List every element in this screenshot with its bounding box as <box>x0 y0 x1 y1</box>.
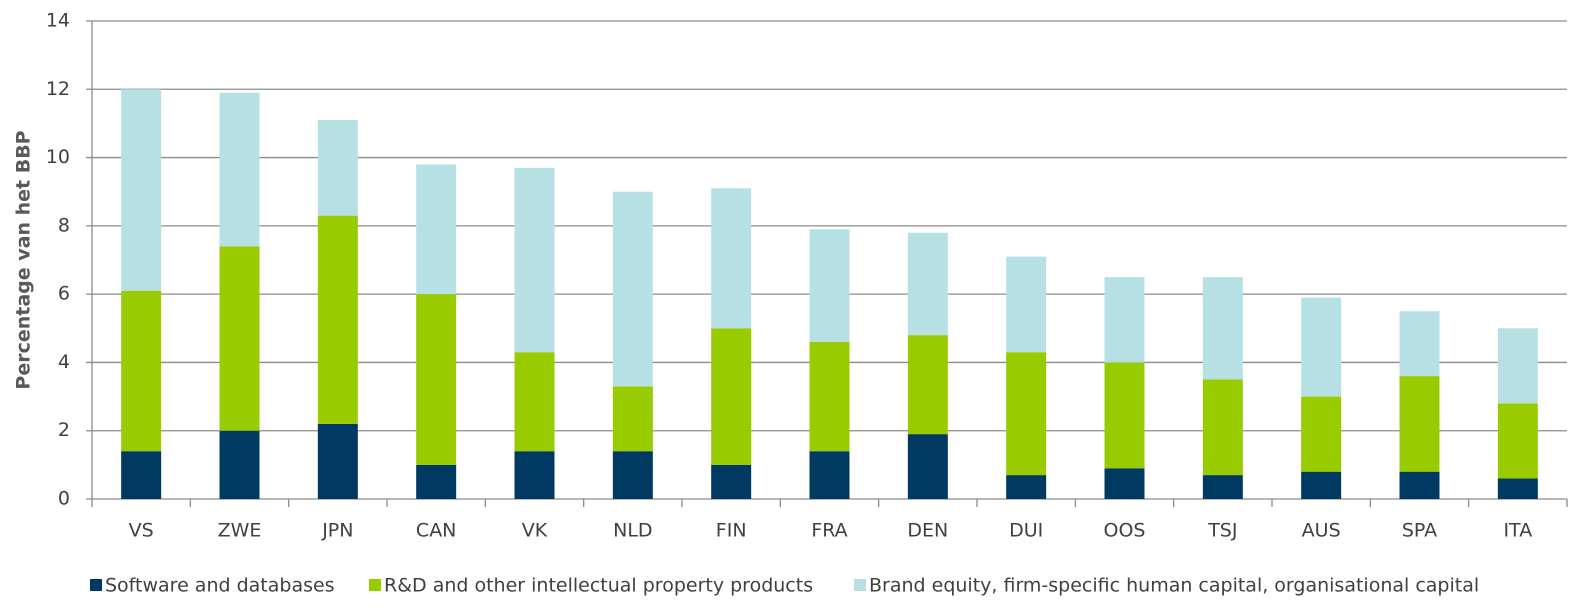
bar-segment <box>1399 311 1440 377</box>
x-tick-label: VK <box>522 520 548 542</box>
bar-segment <box>1202 379 1243 476</box>
bar-segment <box>1301 396 1342 472</box>
bar-segment <box>1006 256 1047 353</box>
x-tick-label: NLD <box>613 520 652 542</box>
bar-segment <box>711 188 752 329</box>
bar-segment <box>514 167 555 353</box>
bar-segment <box>1104 277 1145 363</box>
bar-segment <box>317 120 358 216</box>
bar-segment <box>1497 403 1538 479</box>
bar-segment <box>612 451 653 499</box>
bar-segment <box>711 328 752 465</box>
bar-segment <box>1301 471 1342 499</box>
bar-segment <box>317 215 358 424</box>
y-tick-label: 2 <box>58 419 70 441</box>
bar-segment <box>1202 277 1243 380</box>
bar-segment <box>514 451 555 499</box>
x-tick-label: DUI <box>1009 520 1043 542</box>
bar-segment <box>1104 362 1145 469</box>
y-tick-label: 4 <box>58 351 70 373</box>
bar-segment <box>1104 468 1145 499</box>
y-axis-label: Percentage van het BBP <box>13 130 35 389</box>
y-tick-label: 6 <box>58 283 70 305</box>
x-tick-label: SPA <box>1402 520 1437 542</box>
x-tick-label: ITA <box>1503 520 1532 542</box>
bar-segment <box>416 164 457 295</box>
bar-segment <box>809 451 850 499</box>
bar-segment <box>121 290 162 452</box>
bar-segment <box>1202 475 1243 499</box>
bar-segment <box>219 92 260 247</box>
x-tick-label: DEN <box>907 520 948 542</box>
y-tick-label: 0 <box>58 488 70 510</box>
x-tick-label: ZWE <box>218 520 262 542</box>
bar-segment <box>317 423 358 499</box>
y-tick-label: 12 <box>46 78 70 100</box>
bar-segment <box>1497 478 1538 499</box>
x-tick-label: CAN <box>416 520 456 542</box>
legend-swatch <box>369 579 381 591</box>
bar-segment <box>121 89 162 291</box>
bar-segment <box>416 464 457 499</box>
bar-segment <box>907 434 948 499</box>
legend-label: Software and databases <box>105 575 335 597</box>
bar-segment <box>907 335 948 435</box>
bar-segment <box>121 451 162 499</box>
bar-segment <box>1497 328 1538 404</box>
bar-segment <box>1399 376 1440 472</box>
x-tick-label: OOS <box>1104 520 1146 542</box>
x-tick-label: VS <box>129 520 154 542</box>
bar-segment <box>1301 297 1342 397</box>
bar-segment <box>1006 475 1047 499</box>
x-tick-label: TSJ <box>1207 520 1237 542</box>
bar-segment <box>514 352 555 452</box>
bar-segment <box>219 430 260 499</box>
bar-segment <box>612 191 653 387</box>
bar-segment <box>1399 471 1440 499</box>
y-tick-label: 8 <box>58 214 70 236</box>
x-tick-label: AUS <box>1302 520 1341 542</box>
x-tick-label: FIN <box>716 520 747 542</box>
bar-segment <box>219 246 260 431</box>
y-tick-label: 10 <box>46 146 70 168</box>
bar-segment <box>809 341 850 452</box>
bar-segment <box>416 294 457 465</box>
bar-segment <box>1006 352 1047 476</box>
legend-label: R&D and other intellectual property prod… <box>384 575 813 597</box>
legend-swatch <box>90 579 102 591</box>
bar-segment <box>711 464 752 499</box>
x-tick-label: JPN <box>321 520 353 542</box>
bar-segment <box>809 229 850 342</box>
legend-swatch <box>854 579 866 591</box>
x-tick-label: FRA <box>811 520 847 542</box>
legend-label: Brand equity, firm-specific human capita… <box>869 575 1479 597</box>
bar-segment <box>612 386 653 452</box>
bar-segment <box>907 232 948 336</box>
y-tick-label: 14 <box>46 10 70 32</box>
